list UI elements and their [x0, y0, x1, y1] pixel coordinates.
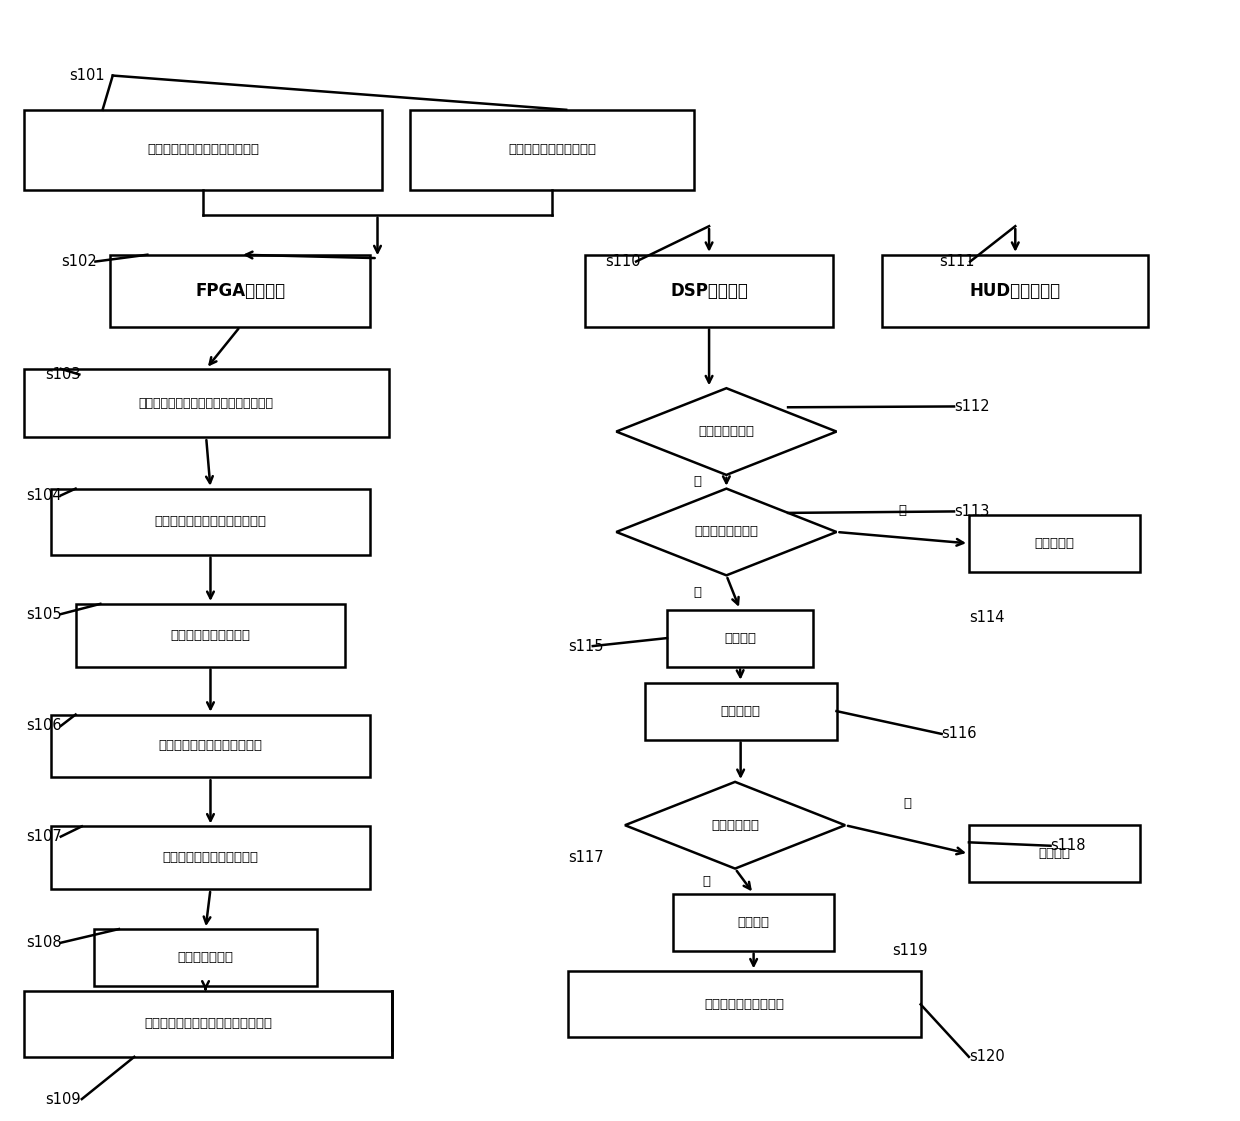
Text: s111: s111 — [939, 254, 975, 269]
Text: 是否触碰警示线: 是否触碰警示线 — [698, 425, 754, 438]
Text: 否: 否 — [702, 874, 711, 888]
Text: 建立可行性区域: 建立可行性区域 — [177, 951, 233, 964]
FancyBboxPatch shape — [968, 825, 1140, 882]
Text: 将灰度图像二值化为黑白图像: 将灰度图像二值化为黑白图像 — [159, 740, 263, 752]
Text: 车体传感器采集车体信息: 车体传感器采集车体信息 — [508, 143, 596, 156]
Text: HUD抬头显示器: HUD抬头显示器 — [970, 281, 1061, 299]
Text: 警报解除: 警报解除 — [1038, 847, 1070, 860]
Text: s102: s102 — [61, 254, 97, 269]
Text: s110: s110 — [605, 254, 641, 269]
Text: 修正力矩进行转向干预: 修正力矩进行转向干预 — [704, 998, 785, 1011]
Text: s103: s103 — [45, 367, 81, 382]
Text: 是否纠正偏离: 是否纠正偏离 — [711, 818, 759, 832]
Polygon shape — [616, 388, 837, 475]
Text: 是: 是 — [903, 797, 911, 810]
Text: s109: s109 — [45, 1092, 81, 1106]
Text: s106: s106 — [26, 719, 62, 733]
Text: s101: s101 — [69, 68, 105, 83]
Text: FPGA逻辑中心: FPGA逻辑中心 — [195, 281, 285, 299]
FancyBboxPatch shape — [110, 254, 370, 326]
Text: 视觉采集器获取车道标识线信息: 视觉采集器获取车道标识线信息 — [148, 143, 259, 156]
Text: s115: s115 — [568, 639, 604, 654]
Text: s108: s108 — [26, 935, 62, 951]
Text: 触发警报: 触发警报 — [724, 631, 756, 645]
FancyBboxPatch shape — [24, 991, 392, 1057]
Text: 确定车辆在车道中的位置和方向信息: 确定车辆在车道中的位置和方向信息 — [144, 1017, 272, 1030]
Text: 降低车速: 降低车速 — [738, 916, 770, 928]
FancyBboxPatch shape — [883, 254, 1148, 326]
Text: s112: s112 — [954, 399, 990, 414]
Text: DSP计算中心: DSP计算中心 — [670, 281, 748, 299]
FancyBboxPatch shape — [94, 929, 317, 986]
Text: 是否已打开转向灯: 是否已打开转向灯 — [694, 526, 759, 538]
Text: s104: s104 — [26, 488, 62, 503]
Polygon shape — [616, 489, 837, 575]
FancyBboxPatch shape — [968, 515, 1140, 572]
Text: s120: s120 — [968, 1049, 1004, 1064]
FancyBboxPatch shape — [51, 714, 370, 777]
Text: s114: s114 — [968, 610, 1004, 626]
FancyBboxPatch shape — [568, 971, 920, 1037]
Text: 是: 是 — [899, 504, 906, 517]
Text: s117: s117 — [568, 850, 604, 864]
FancyBboxPatch shape — [24, 110, 382, 189]
FancyBboxPatch shape — [667, 610, 813, 667]
FancyBboxPatch shape — [585, 254, 833, 326]
FancyBboxPatch shape — [24, 369, 388, 437]
Text: 是: 是 — [693, 475, 702, 489]
Text: 否: 否 — [693, 586, 702, 599]
Text: 方向盘震动: 方向盘震动 — [720, 705, 760, 717]
Text: s113: s113 — [954, 504, 990, 519]
Text: s119: s119 — [893, 943, 928, 958]
FancyBboxPatch shape — [409, 110, 694, 189]
Text: s118: s118 — [1050, 839, 1086, 853]
Text: s105: s105 — [26, 606, 62, 622]
Text: s116: s116 — [941, 726, 977, 741]
Text: 不触发警报: 不触发警报 — [1034, 537, 1074, 550]
FancyBboxPatch shape — [76, 604, 345, 667]
Text: s107: s107 — [26, 830, 62, 844]
Text: 图像边界增强，做图像边界检测: 图像边界增强，做图像边界检测 — [155, 516, 267, 528]
Text: 识别道路边界或车道识别线: 识别道路边界或车道识别线 — [162, 851, 258, 864]
FancyBboxPatch shape — [673, 893, 835, 951]
FancyBboxPatch shape — [51, 826, 370, 889]
Polygon shape — [625, 781, 846, 869]
FancyBboxPatch shape — [51, 489, 370, 555]
Text: 用大律法求出图像阈值: 用大律法求出图像阈值 — [170, 629, 250, 641]
FancyBboxPatch shape — [645, 683, 837, 740]
Text: 将获取的彩色图像灰度化，进行灰度拉伸: 将获取的彩色图像灰度化，进行灰度拉伸 — [139, 397, 274, 409]
